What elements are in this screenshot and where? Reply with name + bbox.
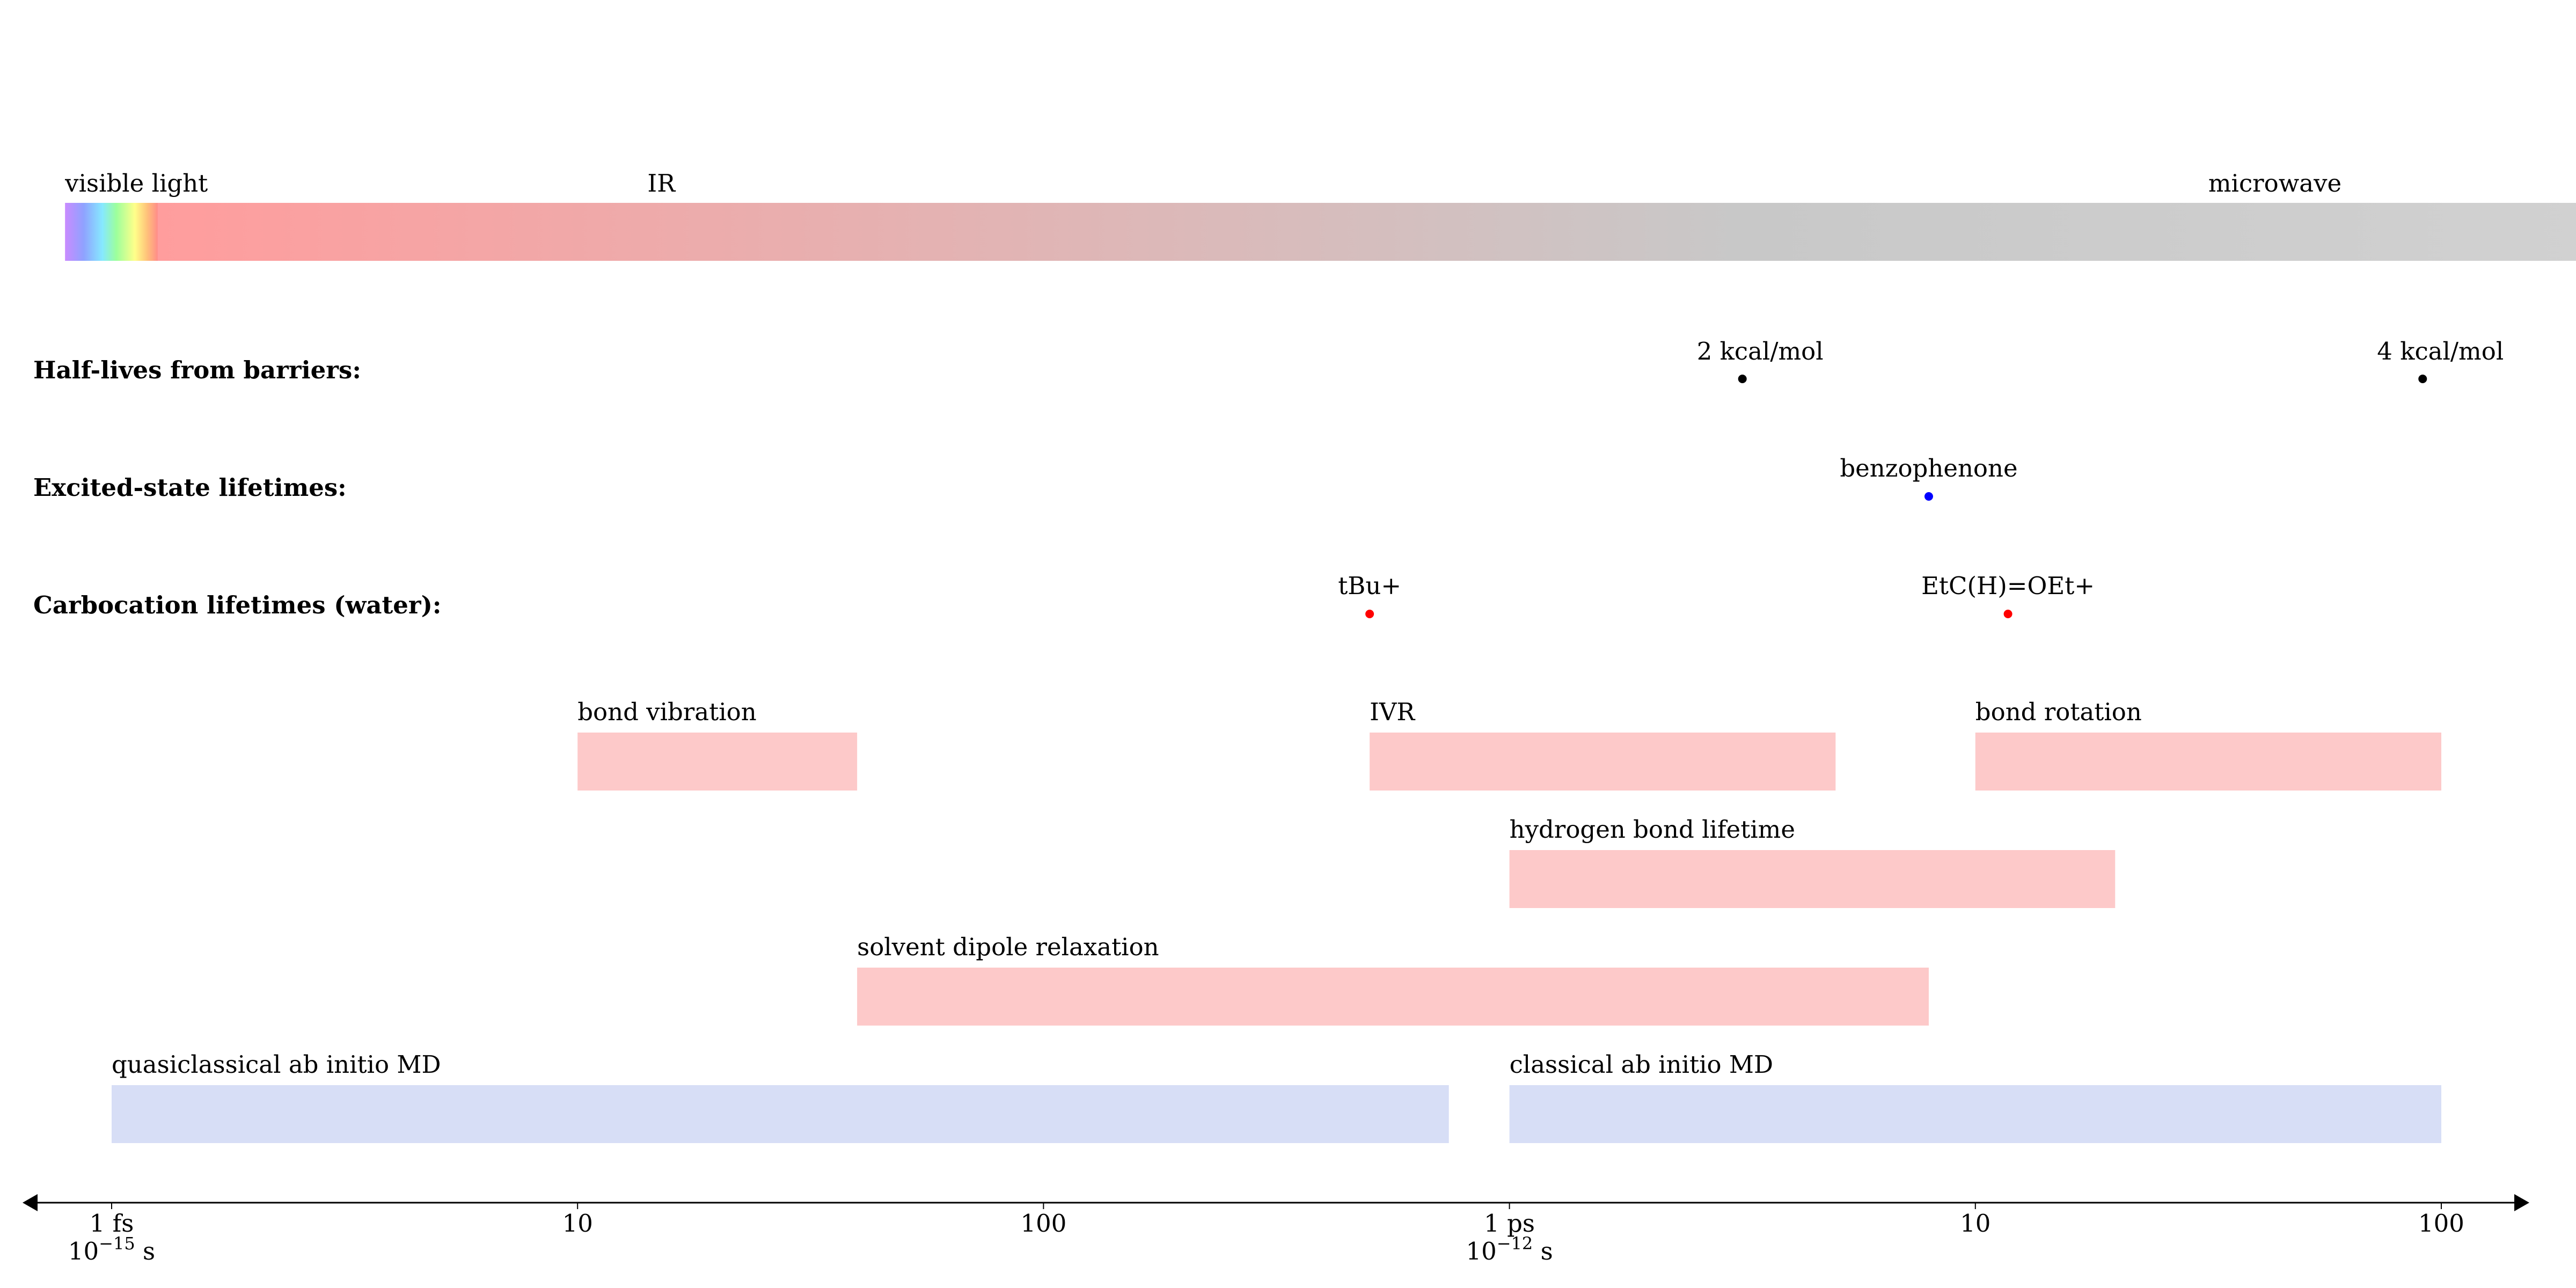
process-bars: bond vibration IVR bond rotation hydrogen b… xyxy=(112,698,2441,1143)
row-label-half-lives: Half-lives from barriers: xyxy=(33,356,361,384)
process-bar-quasiclassical-ab-initio-md xyxy=(112,1085,1449,1143)
process-bar-classical-ab-initio-md xyxy=(1509,1085,2441,1143)
excited-state-dot-benzophenone xyxy=(1924,492,1933,501)
ir-band xyxy=(157,203,1743,261)
spectrum-label-visible-light: visible light xyxy=(64,169,208,197)
carbocation-label-tbu: tBu+ xyxy=(1338,572,1401,600)
tick-label: 1 ps xyxy=(1484,1209,1535,1238)
barrier-label-4-kcal-mol: 4 kcal/mol xyxy=(2377,337,2504,365)
spectrum-label-microwave: microwave xyxy=(2208,169,2341,197)
tick-sub-unit: s xyxy=(135,1237,155,1265)
barrier-label-2-kcal-mol: 2 kcal/mol xyxy=(1697,337,1824,365)
carbocation-dot-etc-h-oet xyxy=(2003,610,2012,618)
process-bar-ivr xyxy=(1370,733,1836,791)
tick-sub-exp: −15 xyxy=(99,1233,135,1254)
process-label-quasiclassical-ab-initio-md: quasiclassical ab initio MD xyxy=(112,1050,441,1079)
spectrum-label-ir: IR xyxy=(647,169,676,197)
axis-arrow-right xyxy=(2514,1194,2529,1211)
process-label-hydrogen-bond-lifetime: hydrogen bond lifetime xyxy=(1510,815,1795,844)
microwave-radio-band xyxy=(1741,203,2576,261)
tick-sub-base: 10 xyxy=(1466,1237,1496,1265)
carbocation-label-etc-h-oet: EtC(H)=OEt+ xyxy=(1921,572,2095,600)
barrier-dot-2-kcal-mol xyxy=(1738,375,1747,383)
carbocation-dot-tbu xyxy=(1365,610,1374,618)
process-bar-hydrogen-bond-lifetime xyxy=(1509,850,2116,908)
tick-label: 10 xyxy=(562,1209,593,1238)
tick-label: 10 xyxy=(1960,1209,1990,1238)
excited-state-label-benzophenone: benzophenone xyxy=(1840,454,2017,482)
tick-sublabel: 10−12 s xyxy=(1466,1233,1553,1265)
process-bar-solvent-dipole-relaxation xyxy=(857,968,1929,1026)
tick-sub-unit: s xyxy=(1533,1237,1553,1265)
tick-sub-base: 10 xyxy=(68,1237,99,1265)
process-bar-bond-vibration xyxy=(577,733,858,791)
row-label-carbocations: Carbocation lifetimes (water): xyxy=(33,591,442,619)
carbocation-points: tBu+EtC(H)=OEt+PhC(H)=OMe+Ph2CH+Ph3C+ xyxy=(1338,572,2095,618)
process-label-bond-rotation: bond rotation xyxy=(1975,698,2142,726)
barrier-dot-4-kcal-mol xyxy=(2418,375,2427,383)
row-label-excited-states: Excited-state lifetimes: xyxy=(33,473,347,502)
spectrum-band: visible light IR microwave radio xyxy=(64,169,2576,261)
axis-arrow-left xyxy=(23,1194,38,1211)
process-label-solvent-dipole-relaxation: solvent dipole relaxation xyxy=(857,933,1159,961)
tick-label: 100 xyxy=(2418,1209,2464,1238)
tick-label: 100 xyxy=(1020,1209,1066,1238)
process-label-ivr: IVR xyxy=(1370,698,1415,726)
visible-light-band xyxy=(65,203,158,261)
tick-label: 1 fs xyxy=(90,1209,134,1238)
process-label-classical-ab-initio-md: classical ab initio MD xyxy=(1510,1050,1773,1079)
tick-sub-exp: −12 xyxy=(1497,1233,1533,1254)
process-label-bond-vibration: bond vibration xyxy=(577,698,757,726)
excited-state-points: benzophenoneMesAcrdicyanobenzeneIr(ppy)3… xyxy=(1840,454,2018,501)
tick-sublabel: 10−15 s xyxy=(68,1233,155,1265)
process-bar-bond-rotation xyxy=(1975,733,2441,791)
